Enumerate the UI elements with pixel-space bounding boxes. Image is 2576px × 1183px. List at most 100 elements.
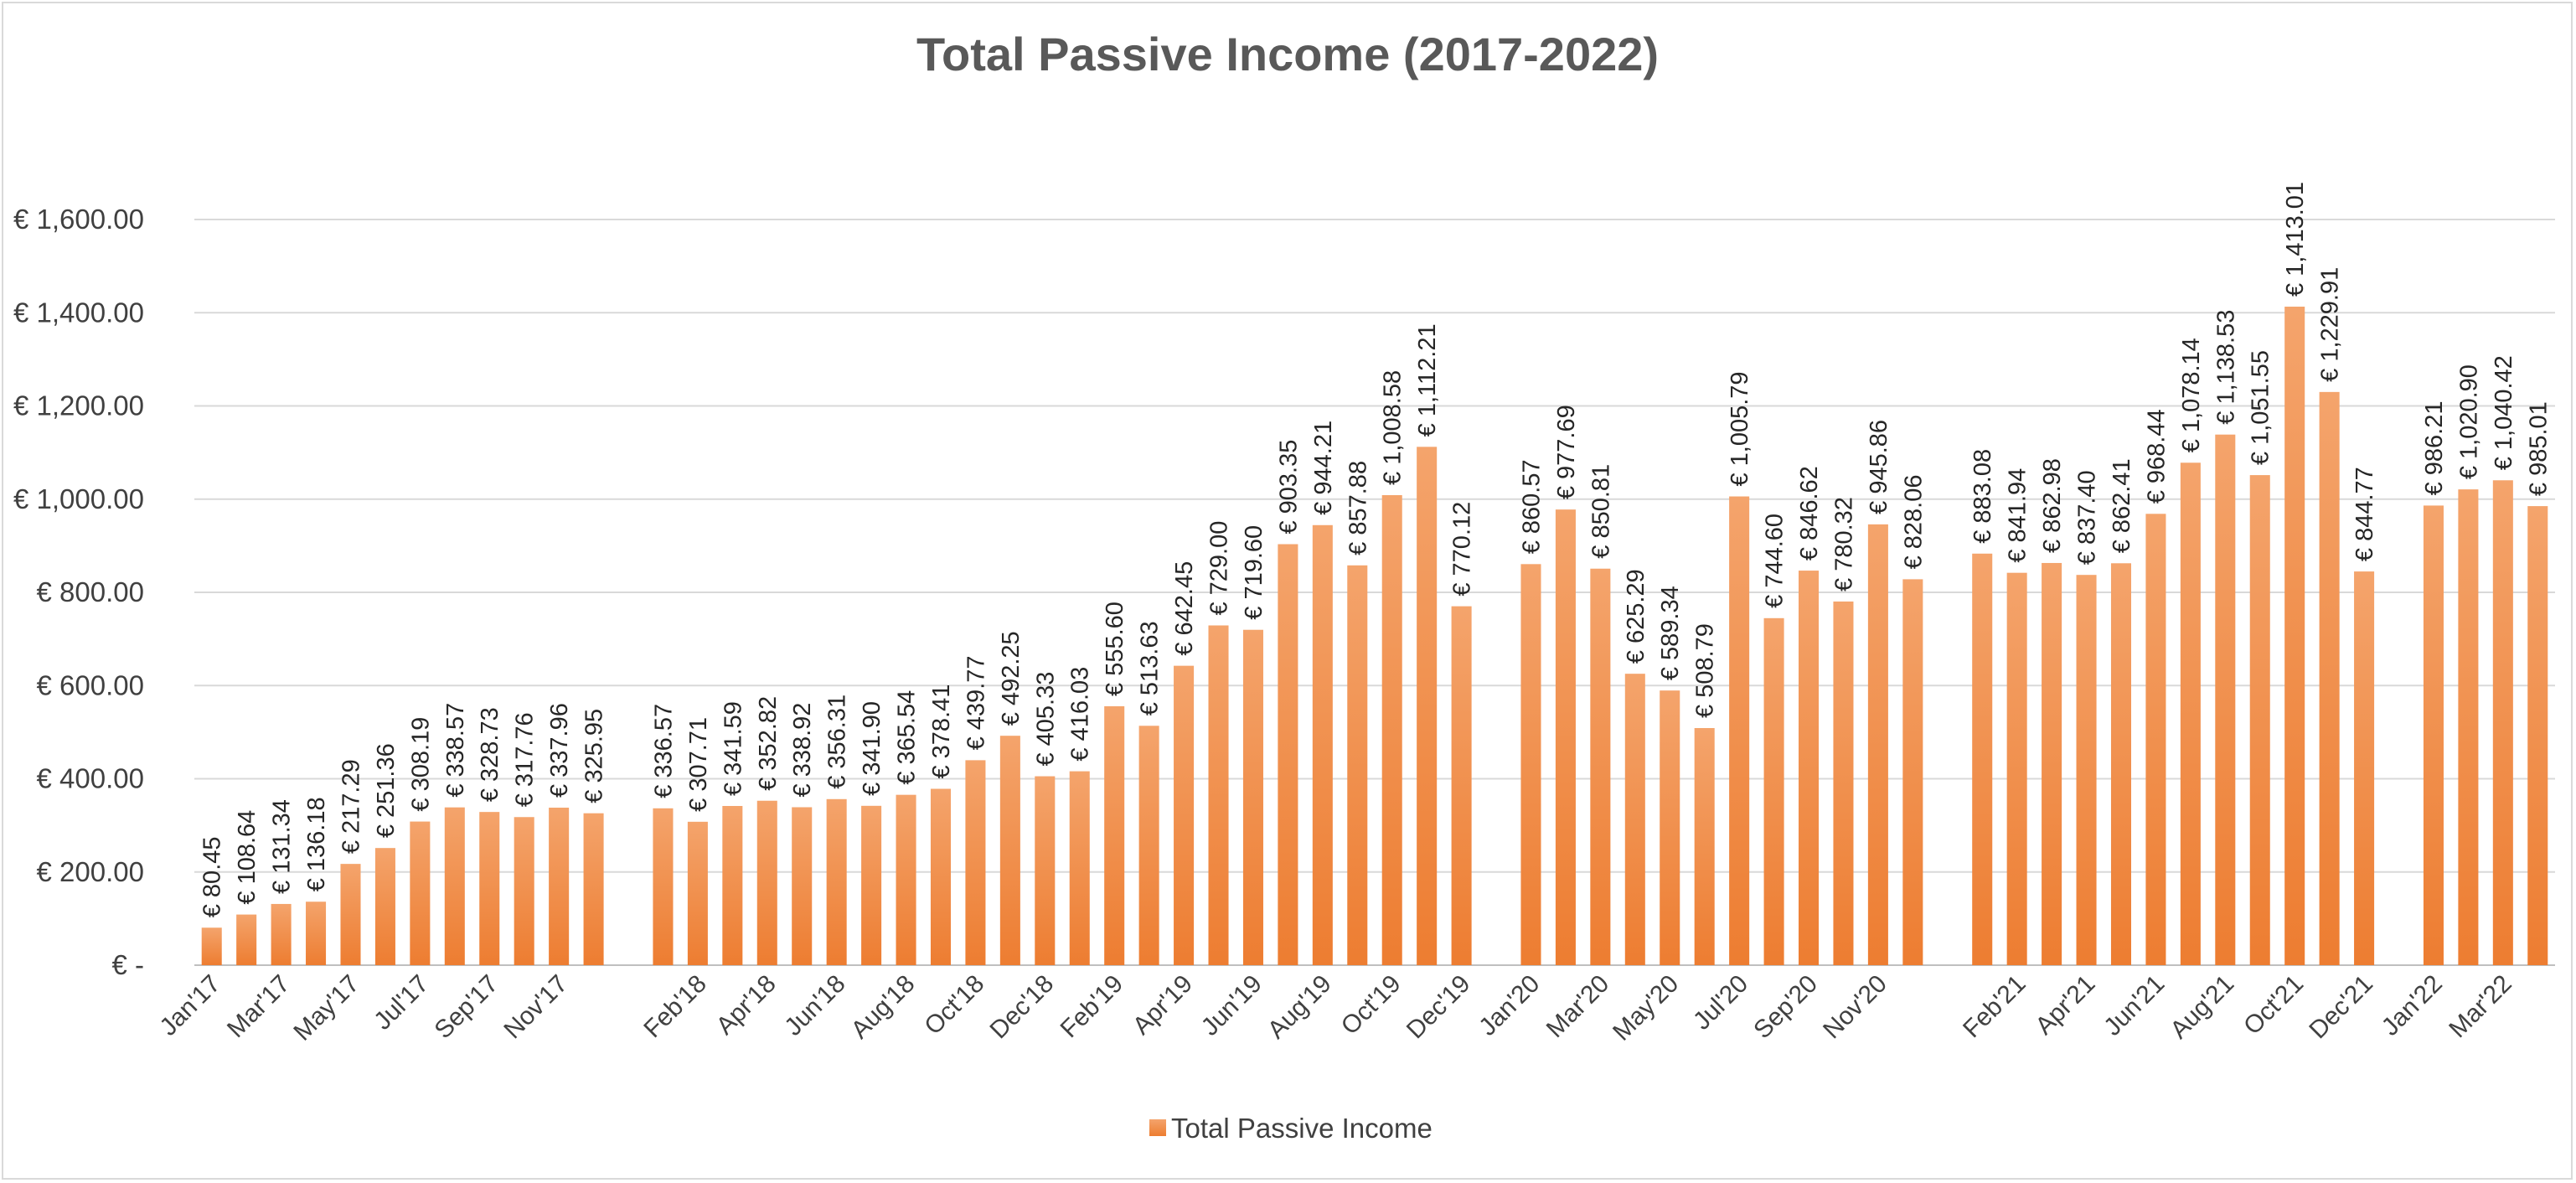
x-tick-label: May'17 (288, 970, 364, 1046)
bar (583, 813, 604, 965)
bar (1590, 568, 1611, 965)
data-label: € 508.79 (1692, 623, 1719, 718)
data-label: € 968.44 (2143, 409, 2170, 504)
data-label: € 1,229.91 (2317, 267, 2344, 382)
bar (2458, 489, 2479, 965)
x-tick-label: Mar'17 (222, 970, 296, 1044)
x-tick-label: Mar'20 (1541, 970, 1615, 1044)
data-label: € 308.19 (407, 717, 434, 812)
bar (1833, 601, 1854, 965)
bar (2180, 462, 2201, 965)
data-label: € 555.60 (1102, 602, 1128, 696)
data-label: € 719.60 (1241, 525, 1267, 620)
x-tick-label: Jun'21 (2098, 970, 2170, 1041)
data-label: € 1,020.90 (2455, 364, 2482, 479)
bar (826, 798, 847, 965)
data-label: € 780.32 (1830, 497, 1857, 592)
chart-title: Total Passive Income (2017-2022) (916, 28, 1659, 80)
x-tick-label: Feb'18 (638, 970, 712, 1044)
legend: Total Passive Income (1149, 1113, 1433, 1144)
bar (1451, 606, 1472, 965)
x-tick-label: Jul'17 (369, 970, 434, 1036)
bar (999, 736, 1020, 965)
x-tick-label: Aug'21 (2166, 970, 2240, 1045)
data-label: € 365.54 (894, 690, 921, 785)
data-label: € 352.82 (755, 696, 782, 791)
data-label: € 903.35 (1275, 440, 1302, 535)
data-label: € 1,040.42 (2491, 355, 2517, 470)
data-label: € 860.57 (1518, 459, 1545, 554)
bar (2492, 480, 2513, 965)
bar (549, 808, 570, 965)
data-label: € 828.06 (1900, 475, 1927, 570)
bar (2284, 307, 2305, 965)
bar (410, 821, 431, 965)
data-label: € 492.25 (998, 631, 1025, 726)
bar (722, 805, 743, 965)
bar (236, 914, 257, 965)
x-tick-label: Apr'21 (2031, 970, 2101, 1041)
data-label: € 883.08 (1969, 449, 1996, 544)
x-tick-label: Oct'21 (2238, 970, 2309, 1041)
bar (1347, 565, 1368, 965)
data-label: € 857.88 (1345, 461, 1371, 555)
y-axis-tick-labels: € - € 200.00 € 400.00 € 600.00 € 800.00 € 1,0… (13, 204, 144, 980)
bar (1312, 524, 1333, 965)
y-tick-label: € 1,600.00 (13, 204, 144, 235)
data-label: € 862.41 (2109, 458, 2135, 553)
bar (756, 800, 777, 965)
data-label: € 136.18 (303, 797, 330, 891)
data-label: € 1,413.01 (2282, 182, 2309, 297)
x-tick-label: Mar'22 (2444, 970, 2517, 1044)
data-label: € 770.12 (1449, 502, 1476, 597)
bar (653, 808, 674, 965)
data-label: € 837.40 (2074, 470, 2101, 565)
x-tick-label: Jul'20 (1688, 970, 1753, 1036)
data-label: € 862.98 (2039, 458, 2066, 553)
bar (2249, 475, 2270, 965)
y-tick-label: € 800.00 (37, 576, 144, 607)
y-tick-label: € 600.00 (37, 669, 144, 700)
data-label: € 131.34 (269, 799, 296, 894)
data-labels: € 80.45 € 108.64 € 131.34 € 136.18 € 217.29 €… (199, 182, 2553, 917)
x-tick-label: May'20 (1608, 970, 1684, 1046)
bar (1729, 496, 1750, 965)
bar (1694, 727, 1715, 965)
x-tick-label: Aug'19 (1262, 970, 1337, 1045)
data-label: € 336.57 (650, 704, 677, 798)
data-label: € 844.77 (2351, 467, 2378, 561)
bar (1798, 571, 1820, 965)
x-tick-label: Oct'18 (919, 970, 989, 1041)
bar (1278, 544, 1298, 965)
data-label: € 108.64 (234, 810, 261, 905)
bar (201, 927, 222, 965)
bar (1381, 494, 1402, 965)
x-tick-label: Dec'21 (2304, 970, 2378, 1045)
legend-label: Total Passive Income (1171, 1113, 1433, 1144)
data-label: € 1,078.14 (2178, 338, 2205, 452)
bar (1555, 509, 1576, 965)
x-tick-label: Jan'22 (2377, 970, 2448, 1041)
bar (271, 903, 292, 965)
bar (896, 794, 916, 965)
x-tick-label: Aug'18 (846, 970, 921, 1045)
data-label: € 378.41 (928, 684, 955, 779)
data-label: € 439.77 (963, 655, 989, 750)
x-tick-label: Sep'20 (1748, 970, 1823, 1045)
data-label: € 307.71 (685, 717, 712, 812)
bar (2215, 434, 2236, 965)
data-label: € 642.45 (1171, 561, 1198, 656)
bar (444, 807, 465, 965)
bar (2042, 562, 2062, 965)
data-label: € 80.45 (199, 836, 226, 917)
bar (2006, 572, 2027, 965)
y-tick-label: € 200.00 (37, 856, 144, 887)
data-label: € 1,005.79 (1727, 371, 1753, 486)
x-tick-label: Dec'18 (985, 970, 1060, 1045)
bar (2110, 563, 2132, 965)
data-label: € 341.90 (859, 701, 885, 796)
bar (1660, 690, 1680, 965)
bar (687, 821, 708, 965)
